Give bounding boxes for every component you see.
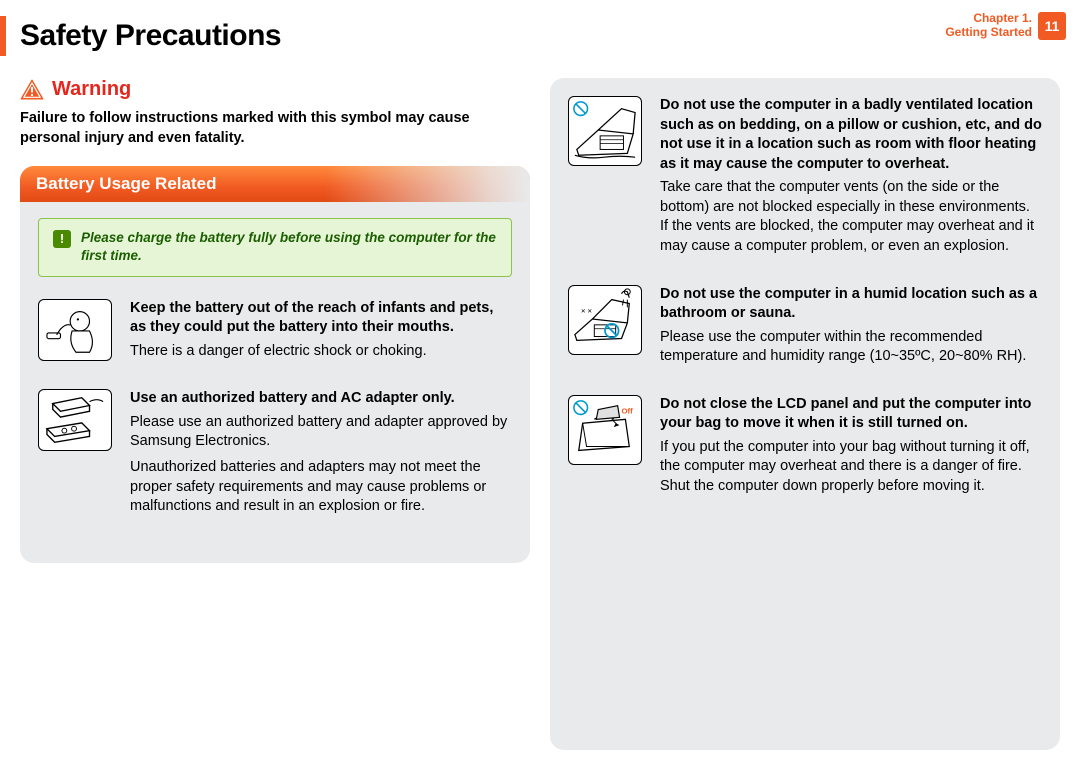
chapter-box: Chapter 1. Getting Started 11 [945,12,1066,40]
page-title-bar: Safety Precautions [0,16,281,56]
left-column: Warning Failure to follow instructions m… [20,78,530,750]
precaution-item: Do not use the computer in a badly venti… [568,96,1042,263]
precaution-para: If you put the computer into your bag wi… [660,438,1042,497]
precaution-bold: Use an authorized battery and AC adapter… [130,389,512,409]
chapter-label: Chapter 1. Getting Started [945,12,1032,40]
section-body-left: ! Please charge the battery fully before… [20,202,530,523]
page-number: 11 [1038,12,1066,40]
warning-heading: Warning [20,78,530,101]
warning-icon [20,79,44,101]
precaution-text: Use an authorized battery and AC adapter… [130,389,512,522]
precaution-para: Unauthorized batteries and adapters may … [130,458,512,517]
precaution-bold: Do not close the LCD panel and put the c… [660,395,1042,434]
precaution-para: Take care that the computer vents (on th… [660,178,1042,256]
section-panel-cont: Do not use the computer in a badly venti… [550,78,1060,750]
precaution-para: Please use an authorized battery and ada… [130,413,512,452]
precaution-para: There is a danger of electric shock or c… [130,342,512,362]
precaution-thumb-infant [38,299,112,361]
title-accent [0,16,6,56]
section-title: Battery Usage Related [36,174,216,193]
page-title: Safety Precautions [20,19,281,53]
precaution-bold: Do not use the computer in a humid locat… [660,285,1042,324]
callout-text: Please charge the battery fully before u… [81,229,497,265]
precaution-text: Do not use the computer in a humid locat… [660,285,1042,373]
precaution-para: Please use the computer within the recom… [660,328,1042,367]
section-header: Battery Usage Related [20,166,530,202]
precaution-text: Do not use the computer in a badly venti… [660,96,1042,263]
precaution-item: Off Do not close the LCD panel and put t… [568,395,1042,503]
svg-text:✕ ✕: ✕ ✕ [581,309,592,315]
right-column: Do not use the computer in a badly venti… [550,78,1060,750]
precaution-item: Use an authorized battery and AC adapter… [38,389,512,522]
chapter-line1: Chapter 1. [945,12,1032,26]
precaution-thumb-adapter [38,389,112,451]
precaution-bold: Do not use the computer in a badly venti… [660,96,1042,174]
precaution-item: ✕ ✕ Do not use the computer in a humid l… [568,285,1042,373]
section-body-right: Do not use the computer in a badly venti… [550,78,1060,503]
precaution-text: Keep the battery out of the reach of inf… [130,299,512,368]
info-callout: ! Please charge the battery fully before… [38,218,512,276]
info-icon: ! [53,230,71,248]
warning-label: Warning [52,78,131,101]
precaution-text: Do not close the LCD panel and put the c… [660,395,1042,503]
precaution-thumb-humid: ✕ ✕ [568,285,642,355]
page: Safety Precautions Chapter 1. Getting St… [0,0,1080,766]
precaution-thumb-bag: Off [568,395,642,465]
thumb-off-label: Off [622,406,634,415]
precaution-bold: Keep the battery out of the reach of inf… [130,299,512,338]
warning-description: Failure to follow instructions marked wi… [20,109,530,148]
section-panel: Battery Usage Related ! Please charge th… [20,166,530,563]
precaution-thumb-bedding [568,96,642,166]
chapter-line2: Getting Started [945,26,1032,40]
precaution-item: Keep the battery out of the reach of inf… [38,299,512,368]
content-columns: Warning Failure to follow instructions m… [20,78,1060,750]
